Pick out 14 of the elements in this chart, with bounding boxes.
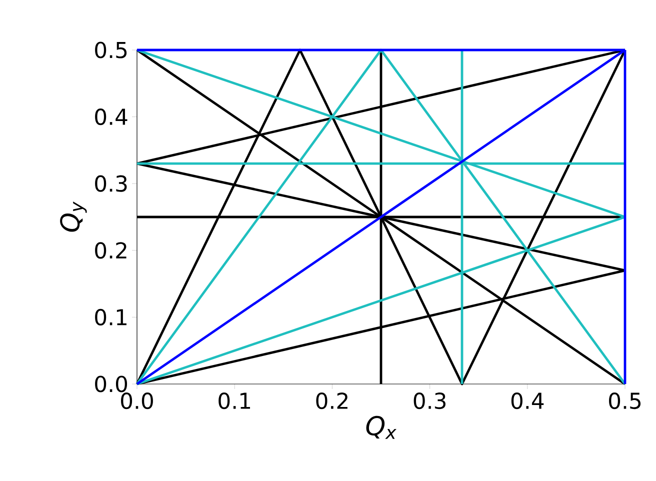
y-axis-title: Q$_{y}$ <box>60 201 87 232</box>
x-tick-label: 0.0 <box>121 392 153 410</box>
x-tick-label: 0.3 <box>414 392 446 410</box>
y-tick-label: 0.5 <box>95 42 127 58</box>
x-tick-label: 0.5 <box>609 392 641 410</box>
y-tick-label: 0.1 <box>95 308 126 326</box>
y-tick-label: 0.3 <box>95 175 127 192</box>
x-axis-title: Q$_{x}$ <box>366 416 396 439</box>
y-tick-label: 0.4 <box>95 108 128 126</box>
x-tick-label: 0.2 <box>316 392 348 410</box>
x-tick-label: 0.1 <box>218 392 250 410</box>
y-tick-label: 0.0 <box>95 376 128 392</box>
y-tick-label: 0.2 <box>95 242 126 259</box>
x-tick-label: 0.4 <box>511 392 544 410</box>
